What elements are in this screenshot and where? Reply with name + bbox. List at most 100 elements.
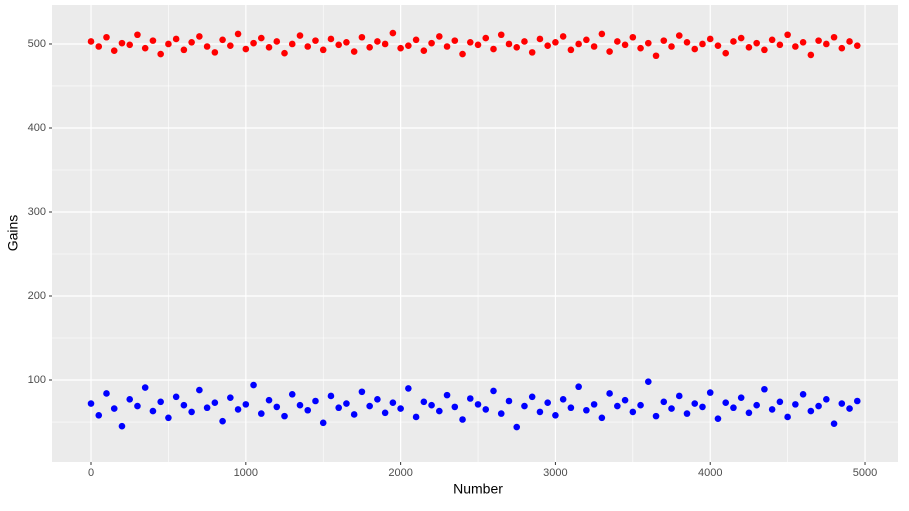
point (513, 44, 521, 51)
point (799, 38, 807, 46)
point (110, 47, 118, 54)
point (327, 392, 335, 400)
point (134, 402, 141, 410)
point (737, 394, 745, 401)
point (652, 52, 660, 60)
point (381, 409, 389, 417)
y-tick-label: 500 (28, 38, 46, 50)
point (157, 398, 164, 406)
point (598, 30, 606, 38)
point (776, 398, 784, 406)
point (420, 398, 428, 406)
point (366, 44, 373, 51)
point (312, 37, 319, 44)
point (645, 39, 652, 47)
point (288, 40, 296, 48)
point (443, 391, 451, 399)
point (420, 47, 428, 54)
point (614, 402, 621, 410)
point (753, 39, 760, 47)
x-axis-label: Number (453, 481, 503, 497)
point (95, 43, 103, 50)
point (691, 400, 699, 407)
point (281, 412, 288, 420)
point (188, 38, 195, 46)
x-tick-label: 2000 (388, 467, 412, 479)
point (474, 401, 482, 408)
point (637, 401, 644, 409)
point (559, 396, 567, 403)
point (823, 40, 830, 48)
point (722, 49, 730, 57)
y-tick-label: 400 (28, 122, 46, 134)
point (227, 42, 234, 49)
point (482, 34, 490, 42)
point (683, 410, 691, 417)
point (660, 37, 668, 44)
point (126, 396, 134, 403)
point (234, 406, 242, 413)
point (505, 397, 513, 405)
point (792, 43, 799, 50)
point (838, 400, 846, 407)
point (141, 44, 149, 52)
point (172, 393, 180, 401)
point (358, 33, 366, 41)
point (350, 411, 358, 418)
point (103, 33, 110, 41)
plot-panel (52, 5, 898, 462)
x-tick-label: 3000 (543, 467, 567, 479)
point (668, 43, 675, 50)
point (505, 40, 513, 48)
point (374, 38, 381, 45)
point (466, 395, 474, 402)
point (614, 38, 621, 45)
point (288, 390, 296, 398)
point (172, 35, 180, 43)
point (141, 384, 149, 391)
point (706, 389, 714, 396)
point (343, 38, 350, 46)
point (823, 396, 830, 403)
point (528, 49, 536, 56)
point (737, 34, 745, 42)
y-axis-label: Gains (5, 215, 21, 252)
point (149, 407, 157, 415)
point (815, 402, 822, 410)
point (405, 42, 412, 49)
point (397, 44, 404, 52)
point (149, 37, 157, 44)
point (265, 44, 273, 51)
point (590, 401, 598, 408)
point (335, 41, 342, 49)
point (250, 381, 257, 389)
point (436, 33, 443, 40)
x-tick-label: 0 (88, 467, 94, 479)
point (590, 43, 598, 50)
x-tick-label: 1000 (234, 467, 258, 479)
point (203, 404, 211, 412)
point (830, 420, 838, 427)
point (490, 45, 497, 53)
point (753, 401, 760, 409)
point (103, 390, 110, 397)
point (629, 33, 637, 41)
y-tick-label: 100 (28, 374, 46, 386)
point (389, 399, 397, 406)
point (621, 396, 629, 404)
point (768, 36, 776, 44)
point (745, 44, 753, 51)
point (668, 405, 675, 412)
point (219, 36, 226, 44)
point (706, 35, 714, 43)
point (660, 398, 668, 406)
point (110, 405, 118, 412)
point (242, 401, 250, 408)
point (118, 39, 126, 47)
point (521, 38, 528, 45)
point (412, 36, 420, 44)
point (730, 38, 737, 45)
point (536, 408, 544, 416)
point (784, 31, 791, 39)
